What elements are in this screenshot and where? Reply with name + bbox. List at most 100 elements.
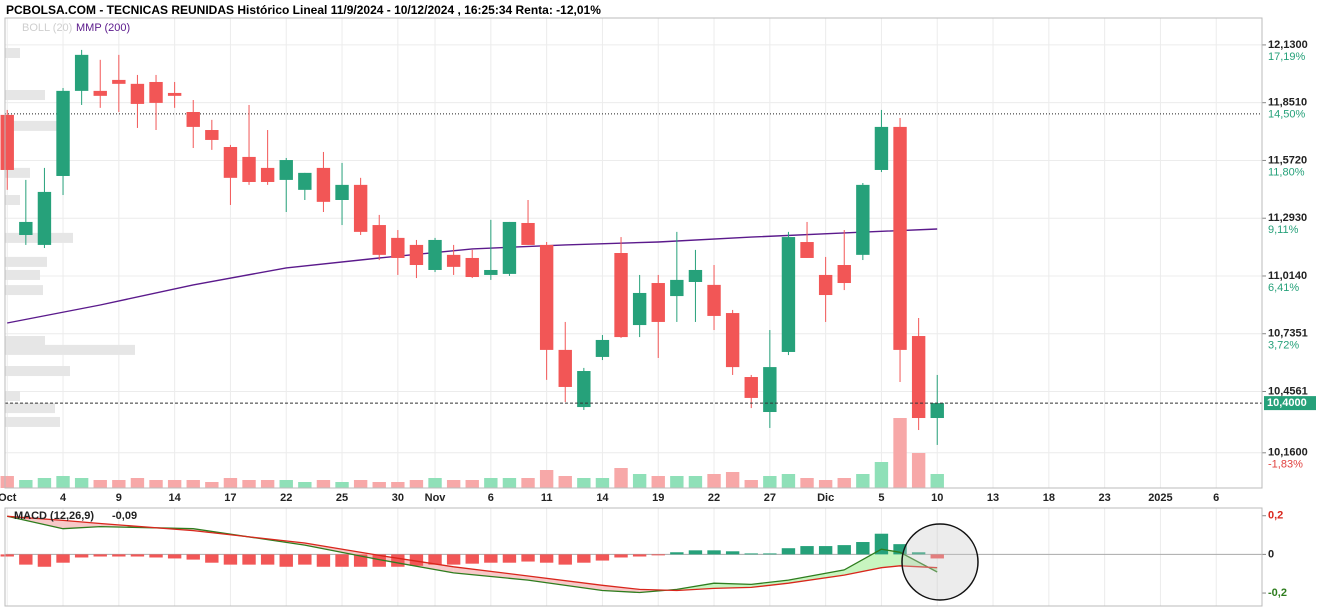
volume-profile-bar [5, 120, 57, 131]
x-tick-label: 4 [60, 492, 67, 504]
candle-body [335, 184, 349, 200]
macd-histogram-bar [930, 554, 944, 559]
candle-body [242, 156, 256, 182]
data-layer [0, 47, 1262, 594]
candle-body [688, 269, 703, 282]
volume-bar [688, 476, 703, 488]
y-tick-label: 11,8510 [1268, 97, 1307, 109]
y-percent-label: 14,50% [1268, 109, 1306, 121]
candle-body [391, 237, 405, 258]
volume-bar [335, 482, 349, 488]
volume-bar [465, 480, 479, 488]
macd-panel-frame [4, 507, 1263, 607]
x-tick-label: 13 [987, 492, 999, 504]
macd-histogram-bar [223, 554, 238, 565]
candle-body [911, 336, 926, 419]
macd-histogram-bar [484, 554, 498, 563]
x-tick-label: 2025 [1148, 492, 1172, 504]
legend-entry: MMP (200) [76, 22, 130, 34]
volume-bar [837, 478, 851, 488]
macd-histogram-bar [130, 554, 145, 557]
volume-bar [242, 480, 256, 488]
candle-body [837, 265, 851, 284]
volume-profile-bar [5, 366, 70, 377]
volume-profile-bar [5, 344, 135, 355]
volume-bar [37, 478, 52, 488]
macd-histogram-bar [186, 554, 200, 560]
macd-fill [751, 580, 789, 588]
volume-profile-bar [5, 285, 43, 296]
candle-body [632, 292, 647, 326]
volume-profile-bar [5, 167, 30, 178]
volume-bar [409, 480, 424, 488]
candle-body [409, 244, 424, 266]
volume-bar [205, 482, 219, 488]
x-tick-label: 19 [652, 492, 664, 504]
x-tick-label: 11 [541, 492, 553, 504]
macd-histogram-bar [614, 554, 628, 558]
volume-profile-bar [5, 194, 20, 205]
y-tick-label: 11,0140 [1268, 270, 1307, 282]
macd-histogram-bar [149, 554, 163, 558]
volume-bar [911, 453, 926, 488]
candle-body [781, 237, 796, 352]
y-tick-label: 11,5720 [1268, 154, 1307, 166]
macd-histogram-bar [409, 554, 424, 566]
macd-histogram-bar [112, 554, 126, 557]
macd-fill [788, 569, 845, 584]
y-tick-label: 0,2 [1268, 510, 1283, 522]
macd-histogram-bar [298, 554, 312, 565]
macd-histogram-bar [372, 554, 386, 567]
macd-histogram-bar [521, 554, 535, 562]
volume-bar [651, 476, 665, 488]
highlight-circle [901, 523, 979, 601]
volume-bar [893, 418, 907, 488]
candle-body [298, 172, 312, 190]
macd-histogram-bar [539, 554, 554, 563]
macd-histogram-bar [391, 554, 405, 567]
y-percent-label: 17,19% [1268, 51, 1306, 63]
x-tick-label: 23 [1099, 492, 1111, 504]
candle-body [130, 83, 145, 104]
macd-histogram-bar [595, 554, 610, 561]
volume-bar [502, 478, 517, 488]
chart-title: PCBOLSA.COM - TECNICAS REUNIDAS Históric… [6, 3, 601, 17]
macd-histogram-bar [242, 554, 256, 565]
candle-body [167, 92, 182, 96]
volume-profile-bar [5, 47, 20, 58]
candle-body [539, 244, 554, 350]
volume-bar [874, 462, 889, 488]
macd-histogram-bar [651, 554, 665, 556]
candle-body [670, 279, 684, 297]
y-tick-label: 0 [1268, 548, 1274, 560]
candle-body [223, 146, 238, 178]
candle-body [558, 349, 572, 387]
candle-body [521, 222, 535, 245]
candle-body [56, 90, 70, 176]
x-tick-label: 14 [596, 492, 609, 504]
candle-body [930, 403, 944, 419]
candle-body [707, 284, 721, 316]
x-tick-label: 6 [488, 492, 494, 504]
x-tick-label: 5 [878, 492, 884, 504]
candle-body [19, 221, 33, 235]
volume-bar [818, 480, 833, 488]
x-tick-label: 6 [1213, 492, 1219, 504]
volume-bar [353, 480, 368, 488]
volume-bar [781, 474, 796, 488]
y-percent-label: 9,11% [1268, 224, 1299, 236]
macd-fill [844, 549, 882, 576]
macd-histogram-bar [93, 554, 107, 557]
volume-profile-bar [5, 416, 60, 427]
volume-bar [74, 478, 89, 488]
candle-body [800, 242, 814, 258]
candle-body [316, 167, 331, 202]
volume-bar [223, 478, 238, 488]
y-percent-label: 3,72% [1268, 340, 1299, 352]
last-price-box [1264, 396, 1316, 411]
macd-fill [528, 576, 603, 591]
macd-histogram-bar [19, 554, 33, 565]
candle-body [112, 79, 126, 84]
volume-bar [763, 476, 777, 488]
volume-bar [930, 474, 944, 488]
